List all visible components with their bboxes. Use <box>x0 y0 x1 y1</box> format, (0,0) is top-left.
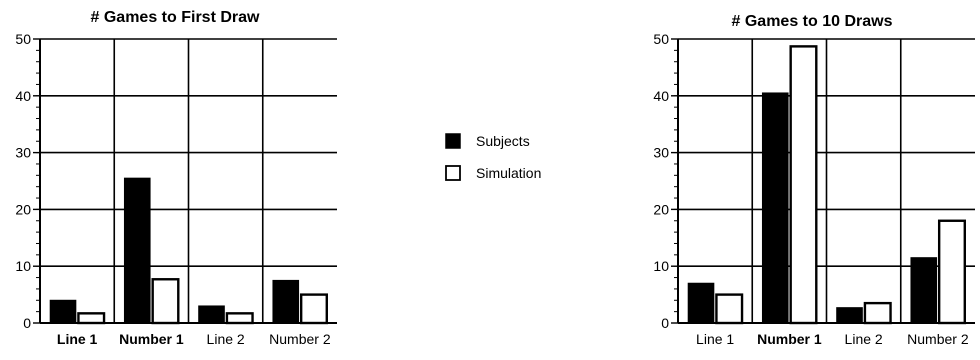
bar-subjects <box>123 177 151 324</box>
chart-title: # Games to First Draw <box>91 9 261 26</box>
bar-subjects <box>761 92 789 324</box>
chart-title: # Games to 10 Draws <box>732 13 893 30</box>
bar-simulation <box>299 293 328 325</box>
y-tick-label: 0 <box>661 315 669 331</box>
chart-games-to-first-draw: # Games to First Draw 0 10 20 30 40 50 Line 1 N… <box>15 9 337 347</box>
bar-subjects <box>687 282 715 324</box>
x-category-label: Number 2 <box>907 331 969 347</box>
legend-label-subjects: Subjects <box>476 133 530 149</box>
bar-simulation <box>77 312 106 325</box>
x-category-label: Number 1 <box>757 331 822 347</box>
x-category-label: Line 2 <box>207 331 245 347</box>
legend: Subjects Simulation <box>445 133 541 181</box>
y-tick-label: 20 <box>653 201 669 217</box>
bar-simulation <box>151 278 180 325</box>
legend-label-simulation: Simulation <box>476 165 541 181</box>
x-category-label: Number 1 <box>119 331 184 347</box>
bar-simulation <box>937 219 966 325</box>
bar-subjects <box>836 307 863 324</box>
y-tick-label: 20 <box>15 201 31 217</box>
y-tick-label: 0 <box>23 315 31 331</box>
y-tick-label: 50 <box>653 31 669 47</box>
y-tick-label: 30 <box>15 145 31 161</box>
y-tick-label: 50 <box>15 31 31 47</box>
bar-subjects <box>198 305 225 324</box>
x-category-label: Line 1 <box>696 331 734 347</box>
bar-subjects <box>910 257 938 324</box>
bar-simulation <box>789 45 818 325</box>
chart-games-to-10-draws: # Games to 10 Draws 0 10 20 30 40 50 Line 1 Num… <box>653 13 975 347</box>
x-category-label: Number 2 <box>269 331 331 347</box>
bar-subjects <box>49 299 77 324</box>
x-category-label: Line 1 <box>57 331 98 347</box>
bar-simulation <box>715 293 744 325</box>
y-tick-label: 10 <box>15 258 31 274</box>
bar-subjects <box>272 279 300 324</box>
y-tick-label: 40 <box>653 88 669 104</box>
bar-simulation <box>863 301 892 325</box>
y-tick-label: 10 <box>653 258 669 274</box>
legend-swatch-subjects <box>445 133 461 149</box>
y-tick-label: 30 <box>653 145 669 161</box>
bar-simulation <box>225 312 254 325</box>
y-tick-label: 40 <box>15 88 31 104</box>
legend-swatch-simulation <box>445 165 461 181</box>
x-category-label: Line 2 <box>845 331 883 347</box>
